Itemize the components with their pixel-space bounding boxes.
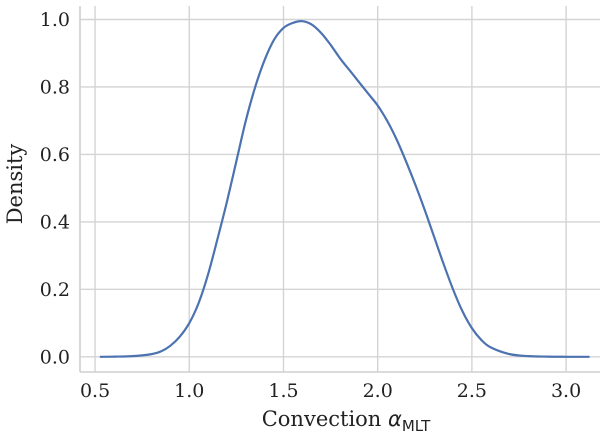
- y-tick-label: 0.6: [40, 144, 70, 166]
- y-tick-labels: 0.0 0.2 0.4 0.6 0.8 1.0: [40, 9, 70, 368]
- y-tick-label: 1.0: [40, 9, 70, 31]
- y-tick-label: 0.8: [40, 76, 70, 98]
- density-curve: [99, 20, 590, 358]
- x-tick-label: 1.5: [268, 380, 298, 402]
- x-tick-label: 3.0: [551, 380, 581, 402]
- x-axis-label-symbol: α: [388, 407, 402, 431]
- y-tick-label: 0.4: [40, 211, 70, 233]
- x-axis-label-subscript: MLT: [402, 417, 431, 434]
- x-tick-label: 1.0: [174, 380, 204, 402]
- grid-lines: [80, 6, 600, 372]
- axis-spines: [79, 6, 600, 373]
- x-tick-labels: 0.5 1.0 1.5 2.0 2.5 3.0: [80, 380, 581, 402]
- x-tick-label: 0.5: [80, 380, 110, 402]
- y-axis-label: Density: [3, 144, 27, 225]
- x-axis-label: Convection αMLT: [262, 407, 431, 434]
- x-tick-label: 2.0: [363, 380, 393, 402]
- series-layer: [99, 20, 590, 358]
- x-tick-label: 2.5: [457, 380, 487, 402]
- y-tick-label: 0.0: [40, 346, 70, 368]
- x-axis-label-prefix: Convection: [262, 407, 388, 431]
- y-tick-label: 0.2: [40, 279, 70, 301]
